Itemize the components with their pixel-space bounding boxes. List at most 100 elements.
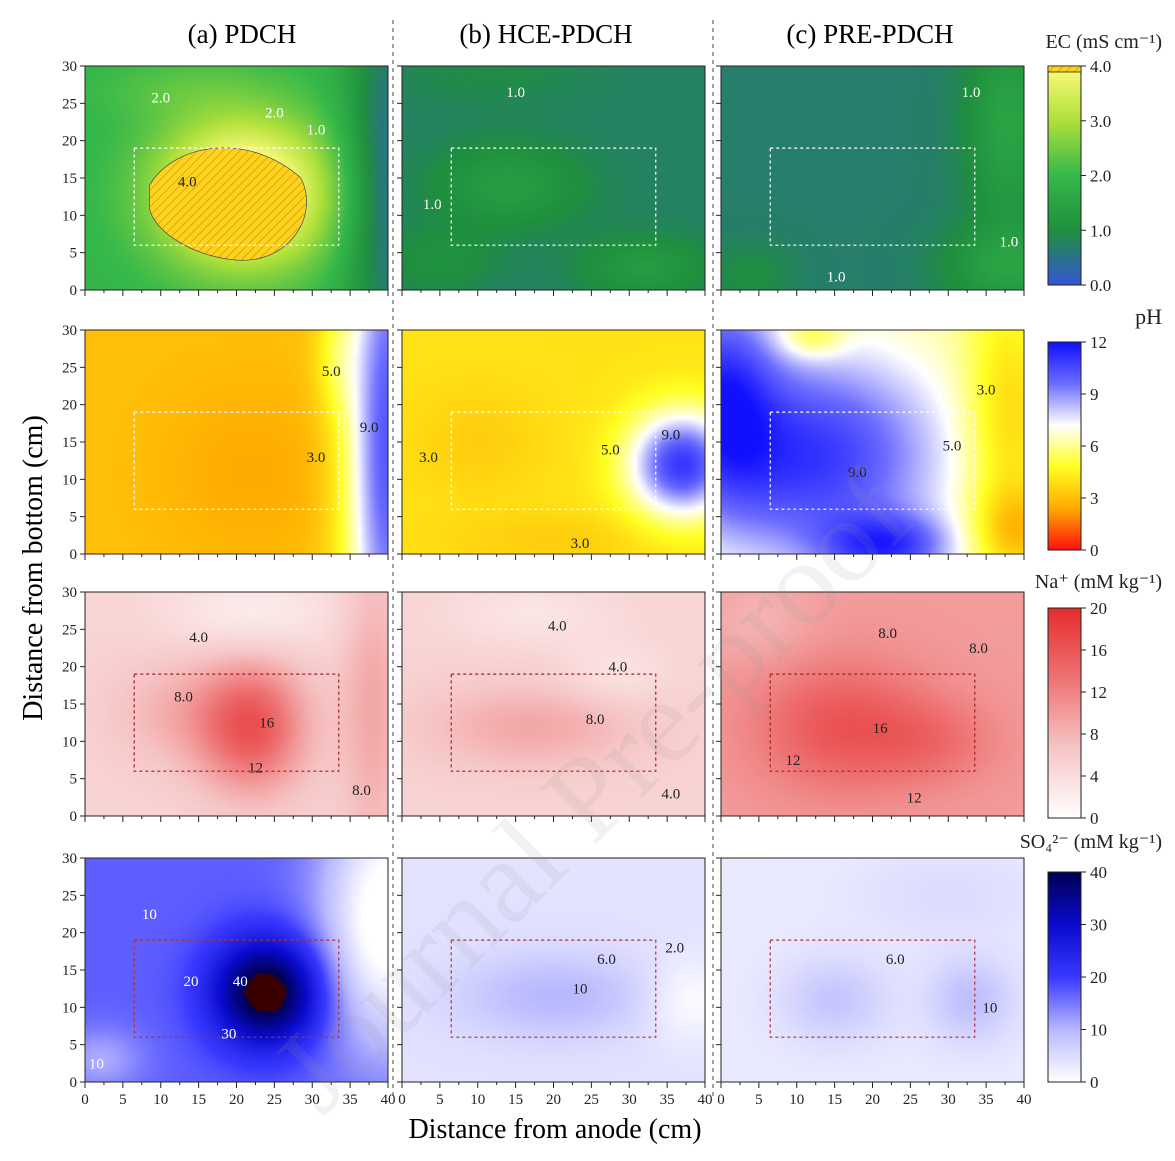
colorbar-tick-label: 12: [1090, 333, 1107, 352]
y-axis-label: Distance from bottom (cm): [18, 415, 49, 721]
contour-label: 40: [233, 974, 248, 990]
contour-label: 1.0: [423, 197, 442, 213]
contour-label: 16: [259, 716, 275, 732]
y-tick-label: 20: [62, 660, 77, 676]
colorbar-tick-label: 0: [1090, 809, 1099, 828]
electrode-region-box: [450, 673, 657, 772]
x-tick-label: 20: [229, 1092, 244, 1108]
colorbar-tick-label: 9: [1090, 385, 1099, 404]
heatmap-na-pdch: [85, 592, 388, 816]
contour-label: 3.0: [571, 536, 590, 552]
colorbar-tick-label: 0: [1090, 541, 1099, 560]
x-tick-label: 0: [81, 1092, 89, 1108]
electrode-region-box: [769, 939, 976, 1038]
heatmap-na-pre-pdch: [721, 592, 1024, 816]
contour-label: 1.0: [307, 122, 326, 138]
x-tick-label: 40: [381, 1092, 396, 1108]
colorbar-tick-label: 4.0: [1090, 57, 1111, 76]
colorbar-tick-label: 40: [1090, 863, 1107, 882]
y-tick-label: 5: [70, 1038, 78, 1054]
contour-label: 1.0: [999, 234, 1018, 250]
heatmap-ec-pre-pdch: [721, 66, 1024, 290]
electrode-region-box: [769, 673, 976, 772]
colorbar-tick-label: 10: [1090, 1021, 1107, 1040]
contour-label: 3.0: [419, 450, 438, 466]
contour-label: 1.0: [827, 270, 846, 286]
contour-label: 12: [907, 790, 922, 806]
x-tick-label: 20: [546, 1092, 561, 1108]
heatmap-so42-pdch: [85, 858, 388, 1082]
contour-label: 5.0: [322, 364, 341, 380]
y-tick-label: 10: [62, 1000, 77, 1016]
x-tick-label: 5: [755, 1092, 763, 1108]
contour-label: 5.0: [943, 439, 962, 455]
colorbar-title: SO₄²⁻ (mM kg⁻¹): [1020, 831, 1162, 853]
x-tick-label: 15: [827, 1092, 842, 1108]
colorbar-tick-label: 16: [1090, 641, 1107, 660]
colorbar-title: Na⁺ (mM kg⁻¹): [1035, 571, 1162, 593]
contour-label: 3.0: [307, 450, 326, 466]
x-tick-label: 35: [343, 1092, 358, 1108]
electrode-region-box: [133, 673, 340, 772]
heatmap-so42-hce-pdch: [402, 858, 705, 1082]
colorbar: [1047, 607, 1082, 819]
contour-label: 6.0: [597, 952, 616, 968]
x-tick-label: 5: [436, 1092, 444, 1108]
y-tick-label: 25: [62, 888, 77, 904]
colorbar-tick-label: 3: [1090, 489, 1099, 508]
x-tick-label: 30: [941, 1092, 956, 1108]
ec-max-region: [148, 147, 307, 261]
colorbar-tick-label: 30: [1090, 916, 1107, 935]
colorbar-tick-label: 20: [1090, 599, 1107, 618]
contour-label: 9.0: [360, 420, 379, 436]
electrode-region-box: [450, 939, 657, 1038]
colorbar-tick-label: 1.0: [1090, 221, 1111, 240]
contour-label: 10: [982, 1000, 997, 1016]
y-tick-label: 30: [62, 585, 77, 601]
electrode-region-box: [769, 411, 976, 510]
y-tick-label: 0: [70, 809, 78, 825]
colorbar: [1047, 871, 1082, 1083]
y-tick-label: 15: [62, 697, 77, 713]
y-tick-label: 30: [62, 851, 77, 867]
x-tick-label: 15: [191, 1092, 206, 1108]
y-tick-label: 20: [62, 134, 77, 150]
colorbar-tick-label: 0.0: [1090, 276, 1111, 295]
heatmap-so42-pre-pdch: [721, 858, 1024, 1082]
contour-label: 9.0: [662, 428, 681, 444]
contour-label: 6.0: [886, 952, 905, 968]
contour-label: 2.0: [151, 90, 170, 106]
colorbar-tick-label: 20: [1090, 968, 1107, 987]
electrode-region-box: [450, 411, 657, 510]
heatmap-ec-hce-pdch: [402, 66, 705, 290]
colorbar-tick-label: 8: [1090, 725, 1099, 744]
contour-label: 8.0: [586, 712, 605, 728]
x-tick-label: 30: [622, 1092, 637, 1108]
electrode-region-box: [133, 411, 340, 510]
contour-label: 3.0: [977, 383, 996, 399]
contour-label: 30: [221, 1026, 236, 1042]
colorbar: [1047, 341, 1082, 551]
x-tick-label: 35: [979, 1092, 994, 1108]
x-tick-label: 25: [903, 1092, 918, 1108]
colorbar-overflow-patch: [1047, 65, 1082, 73]
contour-label: 4.0: [178, 175, 197, 191]
x-tick-label: 0: [717, 1092, 725, 1108]
y-tick-label: 15: [62, 435, 77, 451]
y-tick-label: 20: [62, 398, 77, 414]
contour-label: 4.0: [662, 787, 681, 803]
y-tick-label: 10: [62, 208, 77, 224]
heatmap-ph-pre-pdch: [721, 330, 1024, 554]
colorbar-tick-label: 6: [1090, 437, 1099, 456]
x-tick-label: 20: [865, 1092, 880, 1108]
contour-label: 16: [873, 721, 889, 737]
contour-label: 5.0: [601, 442, 620, 458]
x-tick-label: 10: [789, 1092, 804, 1108]
x-tick-label: 25: [267, 1092, 282, 1108]
electrode-region-box: [450, 147, 657, 246]
x-tick-label: 40: [698, 1092, 713, 1108]
y-tick-label: 10: [62, 472, 77, 488]
contour-label: 12: [248, 760, 263, 776]
contour-label: 4.0: [548, 619, 567, 635]
